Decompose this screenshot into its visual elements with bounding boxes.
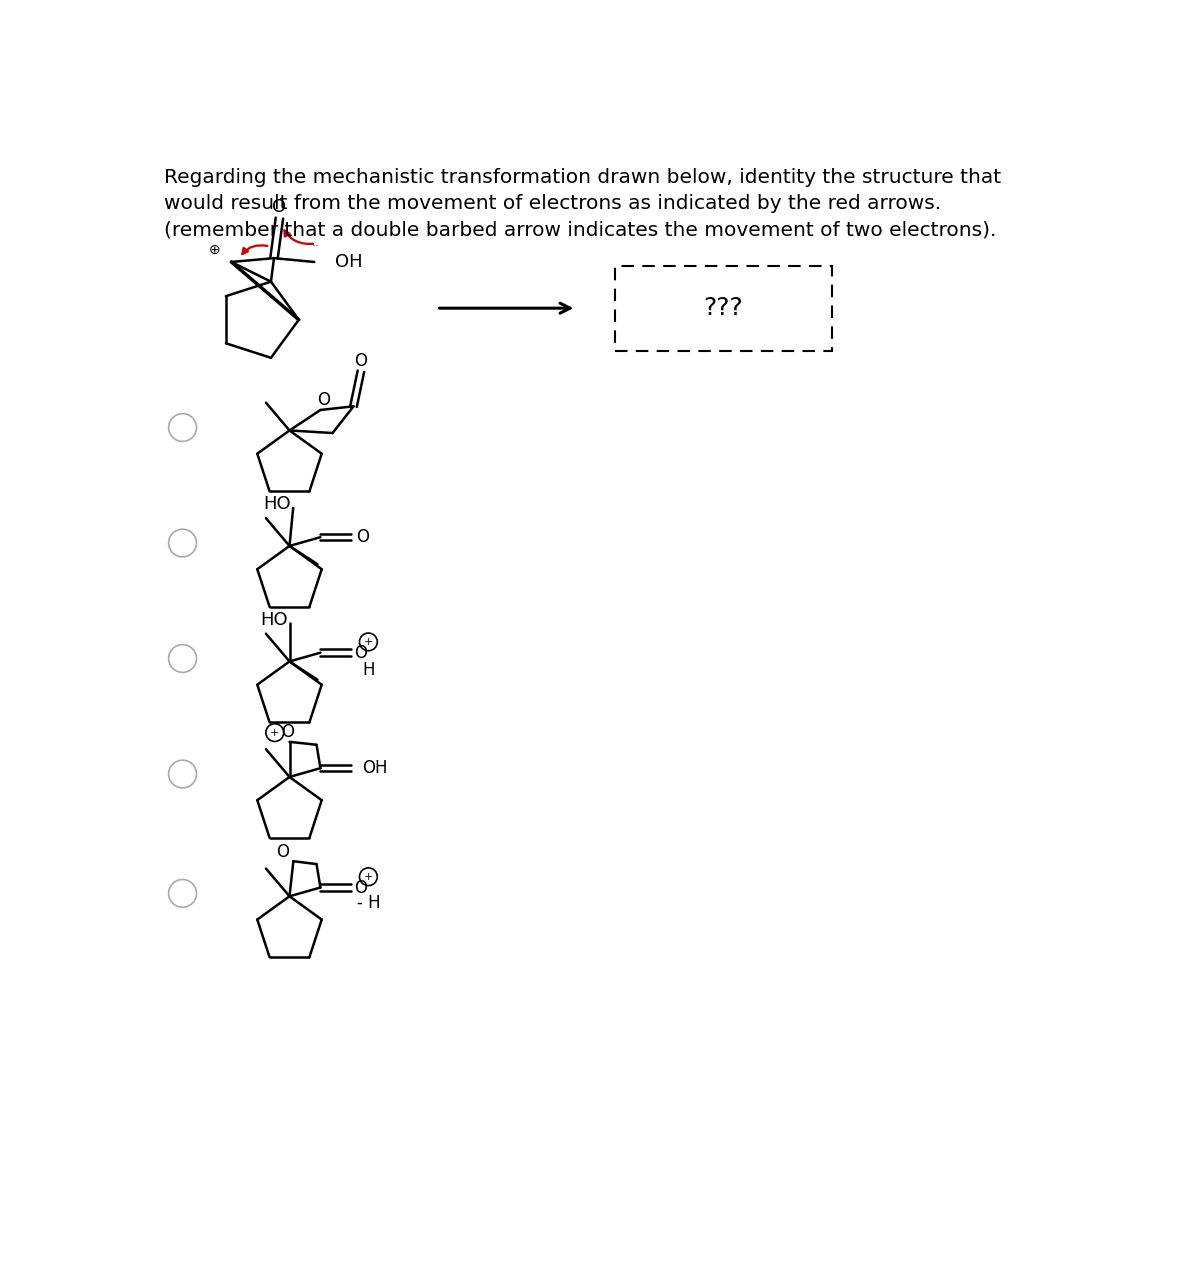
Text: - H: - H [356,894,380,912]
Text: O: O [354,644,367,661]
Text: OH: OH [335,253,362,271]
Text: O: O [355,528,368,546]
Text: H: H [362,660,374,679]
Text: $\oplus$: $\oplus$ [208,243,221,257]
Text: +: + [364,871,373,881]
Text: HO: HO [260,611,288,628]
Text: O: O [282,722,294,740]
FancyArrowPatch shape [242,245,268,254]
Text: O: O [354,352,367,370]
Text: O: O [317,391,330,410]
Text: ???: ??? [703,296,743,321]
Text: ··: ·· [312,240,320,253]
Text: +: + [364,637,373,647]
Text: HO: HO [264,495,292,513]
Text: O: O [354,879,367,897]
Text: +: + [270,728,280,738]
Text: (remember that a double barbed arrow indicates the movement of two electrons).: (remember that a double barbed arrow ind… [164,220,996,239]
Text: OH: OH [362,759,388,777]
Text: would result from the movement of electrons as indicated by the red arrows.: would result from the movement of electr… [164,195,941,214]
Text: Regarding the mechanistic transformation drawn below, identity the structure tha: Regarding the mechanistic transformation… [164,168,1001,187]
Text: O: O [272,198,287,216]
FancyArrowPatch shape [284,230,313,244]
Text: O: O [276,843,289,861]
